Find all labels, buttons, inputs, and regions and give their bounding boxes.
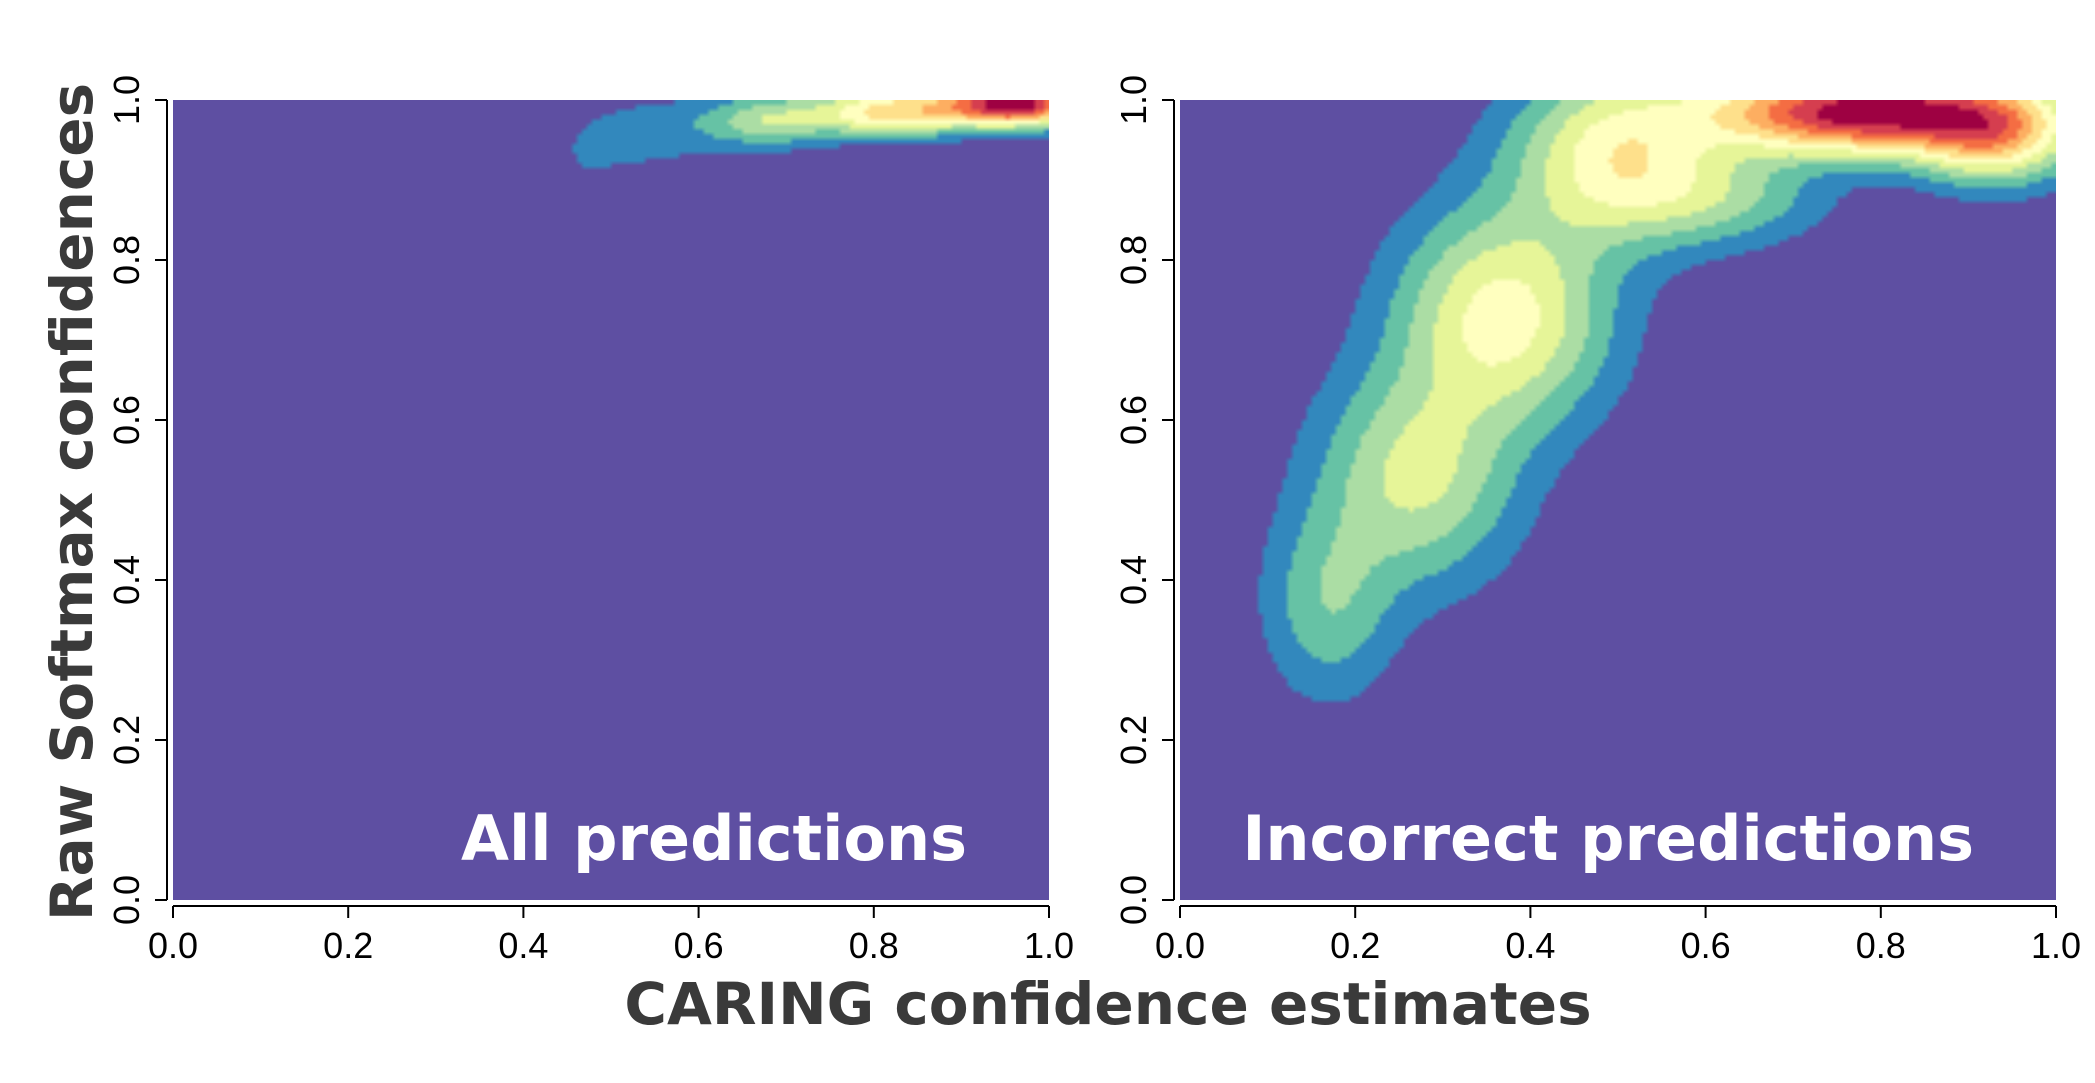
panel-1: 0.0 0.2 0.4 0.6 0.8 1.0 0.0 0.2 0.4 0.6 0.8 1.0 All …: [106, 75, 1074, 966]
x-tick-label: 0.6: [674, 925, 724, 966]
panel-label: Incorrect predictions: [1242, 802, 1974, 875]
x-tick-label: 0.0: [148, 925, 198, 966]
y-tick-label: 0.2: [106, 715, 147, 765]
y-tick-label: 0.8: [106, 235, 147, 285]
panel-2: 0.0 0.2 0.4 0.6 0.8 1.0 0.0 0.2 0.4 0.6 0.8 1.0 Inco…: [1113, 75, 2081, 966]
y-tick-label: 0.2: [1113, 715, 1154, 765]
y-tick-label: 0.4: [106, 555, 147, 605]
y-tick-label: 0.4: [1113, 555, 1154, 605]
x-tick-label: 1.0: [1024, 925, 1074, 966]
y-tick-label: 0.6: [106, 395, 147, 445]
x-axis-title: CARING confidence estimates: [624, 970, 1591, 1038]
y-tick-label: 0.0: [106, 875, 147, 925]
y-tick-label: 1.0: [106, 75, 147, 125]
x-tick-label: 0.4: [498, 925, 548, 966]
x-tick-label: 0.0: [1155, 925, 1205, 966]
x-tick-label: 0.6: [1681, 925, 1731, 966]
x-tick-label: 1.0: [2031, 925, 2081, 966]
density-heatmap: [1180, 100, 2056, 900]
y-tick-label: 1.0: [1113, 75, 1154, 125]
x-tick-label: 0.8: [849, 925, 899, 966]
panels-group: 0.0 0.2 0.4 0.6 0.8 1.0 0.0 0.2 0.4 0.6 0.8 1.0 All …: [106, 75, 2081, 966]
y-tick-label: 0.8: [1113, 235, 1154, 285]
panel-label: All predictions: [461, 802, 967, 875]
y-axis-title: Raw Softmax confidences: [38, 83, 106, 921]
y-tick-label: 0.0: [1113, 875, 1154, 925]
x-tick-label: 0.2: [1330, 925, 1380, 966]
x-tick-label: 0.4: [1505, 925, 1555, 966]
x-tick-label: 0.2: [323, 925, 373, 966]
x-tick-label: 0.8: [1856, 925, 1906, 966]
density-heatmap: [173, 100, 1049, 900]
y-tick-label: 0.6: [1113, 395, 1154, 445]
